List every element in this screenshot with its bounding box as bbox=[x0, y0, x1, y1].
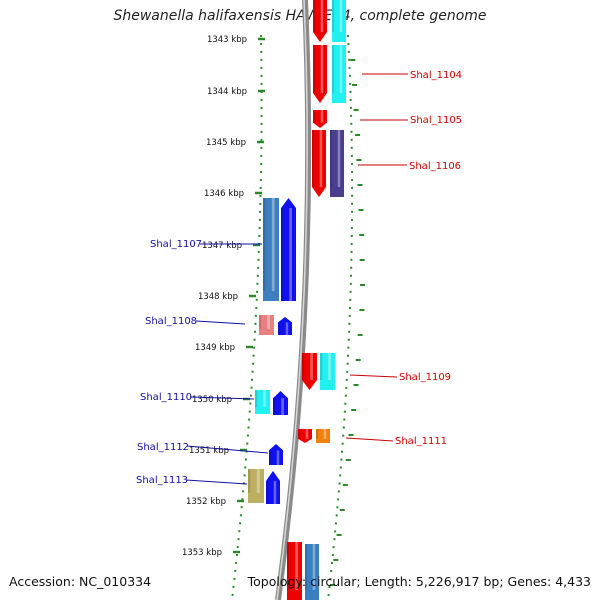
gene-block[interactable] bbox=[313, 45, 327, 103]
label-leader-line bbox=[186, 445, 269, 454]
gene-label[interactable]: Shal_1107 bbox=[150, 239, 202, 250]
gene-block[interactable] bbox=[312, 130, 326, 197]
gene-block[interactable] bbox=[330, 130, 344, 197]
scale-label: 1350 kbp bbox=[192, 395, 232, 405]
label-leader-line bbox=[345, 437, 394, 442]
gene-block[interactable] bbox=[305, 544, 319, 600]
gene-block[interactable] bbox=[287, 542, 302, 600]
gene-block[interactable] bbox=[298, 429, 312, 443]
scale-label: 1352 kbp bbox=[186, 497, 226, 507]
outer-left-guide bbox=[231, 34, 263, 600]
scale-label: 1346 kbp bbox=[204, 189, 244, 199]
gene-block[interactable] bbox=[278, 317, 292, 335]
gene-label[interactable]: Shal_1106 bbox=[409, 161, 461, 172]
topology-text: Topology: circular; Length: 5,226,917 bp… bbox=[247, 574, 591, 589]
gene-block[interactable] bbox=[332, 0, 346, 42]
map-title: Shewanella halifaxensis HAW-EB4, complet… bbox=[113, 8, 487, 24]
scale-label: 1353 kbp bbox=[182, 548, 222, 558]
label-leader-line bbox=[195, 320, 246, 325]
gene-block[interactable] bbox=[255, 390, 270, 414]
outer-right-guide bbox=[327, 34, 354, 600]
gene-block[interactable] bbox=[313, 110, 327, 128]
gene-block[interactable] bbox=[313, 0, 327, 42]
dna-backbone bbox=[275, 0, 312, 600]
scale-label: 1351 kbp bbox=[189, 446, 229, 456]
gene-label[interactable]: Shal_1108 bbox=[145, 316, 197, 327]
scale-label: 1345 kbp bbox=[206, 138, 246, 148]
gene-block[interactable] bbox=[263, 198, 279, 301]
label-leader-line bbox=[349, 374, 398, 378]
gene-block[interactable] bbox=[302, 353, 317, 390]
scale-label: 1344 kbp bbox=[207, 87, 247, 97]
gene-block[interactable] bbox=[273, 391, 288, 415]
gene-block[interactable] bbox=[266, 471, 280, 504]
gene-block[interactable] bbox=[320, 353, 335, 390]
gene-label[interactable]: Shal_1113 bbox=[136, 475, 188, 486]
gene-block[interactable] bbox=[281, 198, 296, 301]
gene-label[interactable]: Shal_1112 bbox=[137, 442, 189, 453]
scale-label: 1348 kbp bbox=[198, 292, 238, 302]
gene-block[interactable] bbox=[269, 444, 283, 465]
label-leader-line bbox=[185, 479, 248, 485]
gene-label[interactable]: Shal_1105 bbox=[410, 115, 462, 126]
gene-label[interactable]: Shal_1111 bbox=[395, 436, 447, 447]
scale-label: 1343 kbp bbox=[207, 35, 247, 45]
gene-block[interactable] bbox=[316, 429, 330, 443]
scale-label: 1347 kbp bbox=[202, 241, 242, 251]
scale-label: 1349 kbp bbox=[195, 343, 235, 353]
dna-backbone-highlight bbox=[276, 0, 308, 600]
label-leader-line bbox=[189, 396, 255, 400]
accession-text: Accession: NC_010334 bbox=[9, 574, 152, 589]
gene-label[interactable]: Shal_1109 bbox=[399, 372, 451, 383]
gene-label[interactable]: Shal_1110 bbox=[140, 392, 192, 403]
gene-label[interactable]: Shal_1104 bbox=[410, 70, 462, 81]
gene-block[interactable] bbox=[248, 469, 264, 503]
gene-block[interactable] bbox=[259, 315, 274, 335]
gene-block[interactable] bbox=[332, 45, 346, 103]
